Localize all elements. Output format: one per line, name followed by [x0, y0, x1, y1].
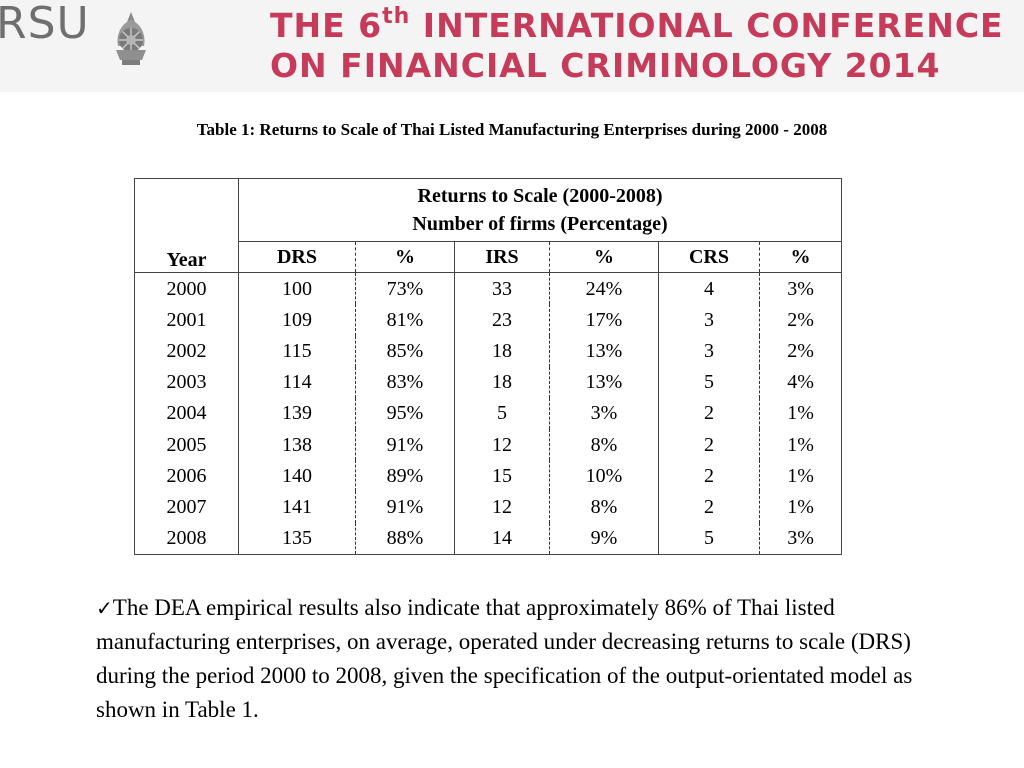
conference-title-line2: ON FINANCIAL CRIMINOLOGY 2014 [270, 46, 941, 85]
table-row: 2000 100 73% 33 24% 4 3% [134, 272, 842, 305]
irs-percent-cell: 13% [549, 366, 659, 398]
crs-percent-cell: 3% [787, 527, 814, 550]
drs-percent-cell: 89% [355, 460, 455, 492]
drs-percent-cell: 85% [355, 335, 455, 367]
irs-percent-cell: 13% [549, 335, 659, 367]
drs-percent-cell: 95% [355, 397, 455, 430]
drs-percent-cell: 88% [355, 522, 455, 555]
drs-percent-cell: 91% [355, 491, 455, 523]
drs-cell: 140 [238, 460, 356, 492]
irs-percent-cell: 10% [549, 460, 659, 492]
drs-cell: 139 [238, 397, 356, 430]
drs-percent-cell: 83% [355, 366, 455, 398]
ordinal-suffix: th [382, 4, 411, 29]
crs-percent-cell: 3% [787, 277, 814, 300]
conference-title: THE 6th INTERNATIONAL CONFERENCE ON FINA… [270, 6, 1020, 86]
crs-percent-cell: 4% [787, 371, 814, 394]
drs-cell: 115 [238, 335, 356, 367]
year-cell: 2002 [134, 335, 239, 367]
year-cell: 2008 [134, 522, 239, 555]
table-row: 2002 115 85% 18 13% 3 2% [134, 335, 842, 367]
irs-cell: 12 [454, 429, 550, 461]
year-cell: 2001 [134, 304, 239, 336]
crs-percent-cell: 2% [787, 309, 814, 332]
crs-cell: 3 [658, 335, 760, 367]
drs-cell: 114 [238, 366, 356, 398]
table-row: 2006 140 89% 15 10% 2 1% [134, 460, 842, 492]
irs-percent-column-header: % [549, 241, 659, 273]
crs-percent-cell: 1% [787, 402, 814, 425]
rsu-logo-text: RSU [0, 0, 90, 49]
crs-cell: 2 [658, 460, 760, 492]
irs-percent-cell: 9% [549, 522, 659, 555]
crs-cell: 4 [658, 272, 760, 305]
drs-cell: 141 [238, 491, 356, 523]
irs-cell: 23 [454, 304, 550, 336]
crs-cell: 3 [658, 304, 760, 336]
conference-title-line1: THE 6th INTERNATIONAL CONFERENCE [270, 4, 1004, 46]
drs-percent-cell: 81% [355, 304, 455, 336]
irs-cell: 14 [454, 522, 550, 555]
crs-percent-cell: 2% [787, 340, 814, 363]
drs-cell: 135 [238, 522, 356, 555]
irs-cell: 18 [454, 335, 550, 367]
irs-column-header: IRS [454, 241, 550, 273]
table-row: 2005 138 91% 12 8% 2 1% [134, 429, 842, 461]
year-cell: 2004 [134, 397, 239, 430]
checkmark-icon: ✓ [96, 596, 113, 620]
table-caption: Table 1: Returns to Scale of Thai Listed… [196, 120, 828, 139]
table-row: 2003 114 83% 18 13% 5 4% [134, 366, 842, 398]
table-group-header: Returns to Scale (2000-2008) Number of f… [238, 178, 842, 242]
table-row: 2004 139 95% 5 3% 2 1% [134, 397, 842, 430]
crs-cell: 2 [658, 491, 760, 523]
year-cell: 2003 [134, 366, 239, 398]
crs-percent-cell: 1% [787, 433, 814, 456]
crs-cell: 2 [658, 429, 760, 461]
irs-cell: 15 [454, 460, 550, 492]
crs-percent-cell: 1% [787, 495, 814, 518]
university-emblem-icon [116, 12, 146, 65]
crs-column-header: CRS [658, 241, 760, 273]
drs-cell: 109 [238, 304, 356, 336]
irs-cell: 12 [454, 491, 550, 523]
irs-cell: 18 [454, 366, 550, 398]
irs-percent-cell: 3% [549, 397, 659, 430]
crs-cell: 5 [658, 366, 760, 398]
crs-cell: 5 [658, 522, 760, 555]
year-cell: 2000 [134, 272, 239, 305]
table-row: 2007 141 91% 12 8% 2 1% [134, 491, 842, 523]
table-row: 2001 109 81% 23 17% 3 2% [134, 304, 842, 336]
crs-percent-cell: 1% [787, 464, 814, 487]
irs-percent-cell: 17% [549, 304, 659, 336]
drs-percent-cell: 91% [355, 429, 455, 461]
irs-percent-cell: 8% [549, 429, 659, 461]
year-cell: 2007 [134, 491, 239, 523]
irs-cell: 33 [454, 272, 550, 305]
findings-paragraph: ✓The DEA empirical results also indicate… [96, 595, 913, 722]
drs-cell: 138 [238, 429, 356, 461]
irs-percent-cell: 8% [549, 491, 659, 523]
findings-text: The DEA empirical results also indicate … [96, 595, 913, 722]
conference-banner: RSU THE 6th INTERNATIONAL CONFERENCE ON … [0, 0, 1024, 92]
irs-cell: 5 [454, 397, 550, 430]
drs-percent-cell: 73% [355, 272, 455, 305]
drs-percent-column-header: % [355, 241, 455, 273]
crs-cell: 2 [658, 397, 760, 430]
year-cell: 2006 [134, 460, 239, 492]
year-column-header: Year [134, 178, 239, 273]
drs-column-header: DRS [238, 241, 356, 273]
irs-percent-cell: 24% [549, 272, 659, 305]
returns-to-scale-table: Year Returns to Scale (2000-2008) Number… [134, 178, 843, 555]
drs-cell: 100 [238, 272, 356, 305]
year-cell: 2005 [134, 429, 239, 461]
crs-percent-column-header: % [759, 241, 842, 273]
table-row: 2008 135 88% 14 9% 5 3% [134, 522, 842, 555]
